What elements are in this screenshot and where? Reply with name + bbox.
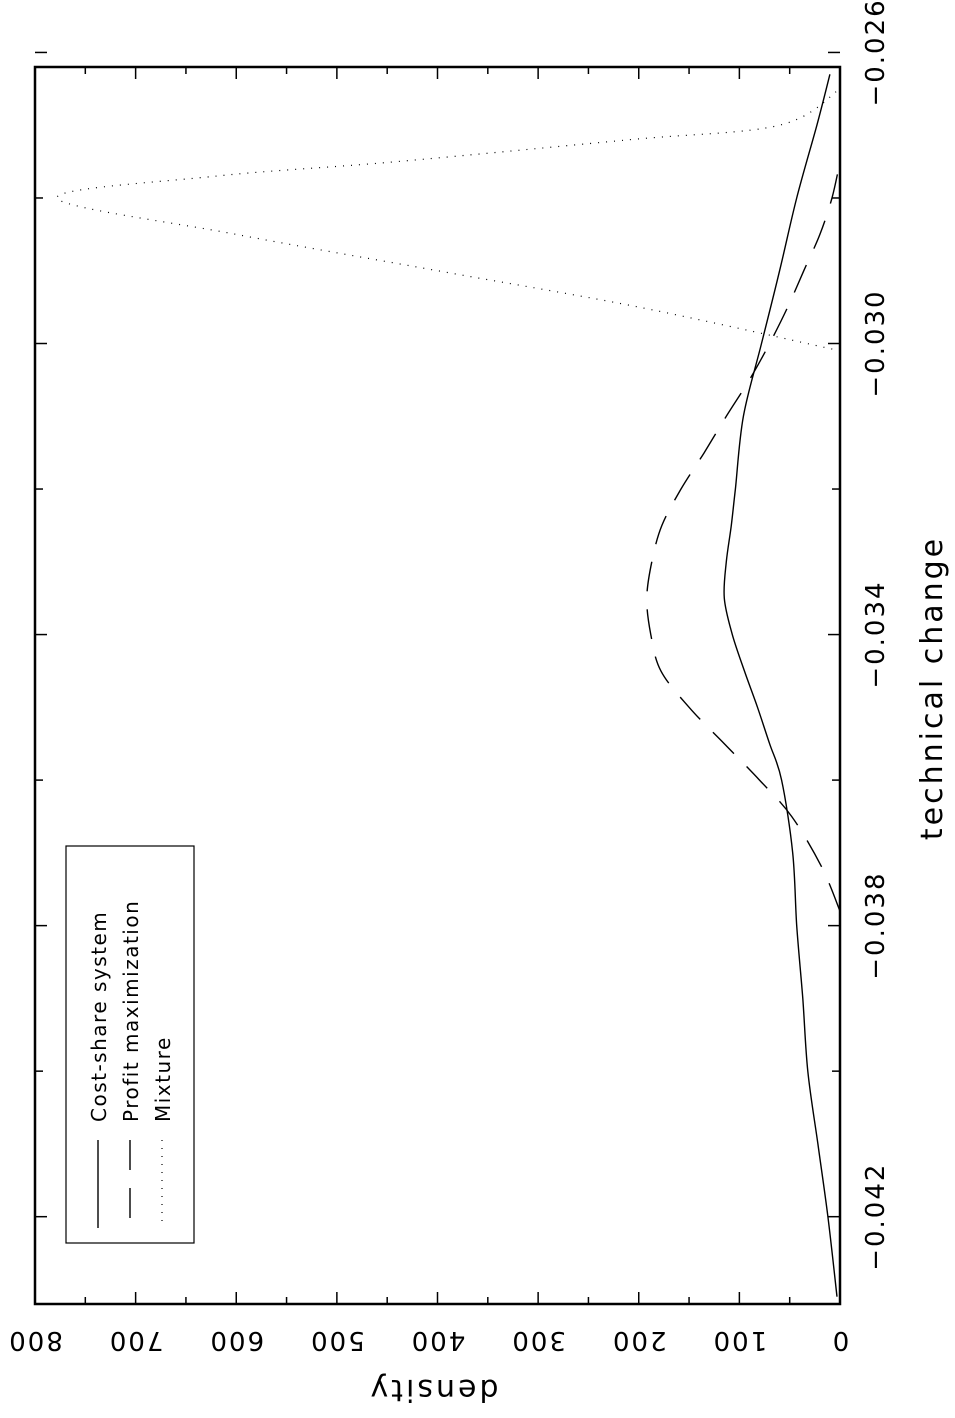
y-tick-label: 100 — [712, 1325, 768, 1355]
legend-label-cost-share: Cost-share system — [87, 911, 111, 1122]
series-line-cost-share — [723, 74, 838, 1297]
y-tick-label: 300 — [510, 1325, 566, 1355]
y-tick-label: 0 — [831, 1325, 850, 1355]
x-axis-title: technical change — [915, 536, 950, 840]
series-line-profit-maximization — [646, 161, 841, 912]
y-tick-label: 200 — [611, 1325, 667, 1355]
axis-ticks — [34, 51, 841, 1304]
legend-box — [65, 845, 195, 1244]
series-line-mixture — [56, 88, 841, 352]
y-tick-label: 800 — [7, 1325, 63, 1355]
x-tick-label: −0.042 — [861, 1163, 891, 1271]
x-tick-label: −0.030 — [861, 289, 891, 397]
y-tick-label: 600 — [208, 1325, 264, 1355]
legend-label-profit: Profit maximization — [119, 900, 143, 1122]
y-tick-label: 700 — [108, 1325, 164, 1355]
y-tick-label: 400 — [410, 1325, 466, 1355]
legend-label-mixture: Mixture — [151, 1036, 175, 1122]
x-tick-label: −0.026 — [861, 0, 891, 107]
x-tick-label: −0.034 — [861, 580, 891, 688]
y-axis-title: density — [368, 1372, 499, 1407]
legend: Cost-share system Profit maximization Mi… — [65, 845, 195, 1244]
axis-tick-labels: 0 100 200 300 400 500 600 700 800 −0.042 −0.038 −0.… — [7, 0, 891, 1355]
y-tick-label: 500 — [309, 1325, 365, 1355]
series-layer — [56, 74, 841, 1297]
x-tick-label: −0.038 — [861, 872, 891, 980]
